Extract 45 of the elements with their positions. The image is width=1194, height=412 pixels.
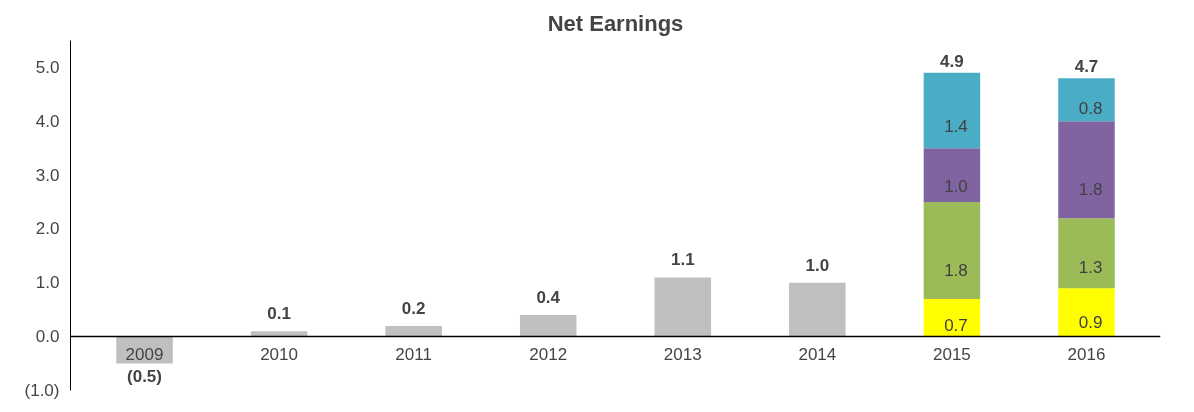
x-tick-label: 2012: [529, 344, 568, 364]
data-label: 0.4: [536, 288, 561, 308]
bar: [654, 277, 712, 337]
x-tick-label: 2015: [933, 344, 971, 364]
data-label: 1.3: [1078, 258, 1103, 278]
x-tick-label: 2016: [1067, 344, 1106, 364]
bar: [923, 72, 981, 149]
x-tick-label: 2010: [260, 344, 298, 364]
bar: [1058, 78, 1115, 122]
bar: [250, 331, 308, 337]
bar: [923, 298, 981, 337]
y-tick-label: 4.0: [35, 111, 60, 131]
y-tick-label: 0.0: [35, 327, 60, 347]
data-label: 0.1: [267, 304, 291, 324]
data-label: 1.8: [944, 260, 968, 280]
bar: [923, 202, 981, 299]
data-label: (0.5): [127, 366, 162, 386]
data-label: 0.9: [1078, 313, 1103, 333]
bar: [385, 325, 442, 337]
y-tick-label: 5.0: [35, 57, 60, 77]
data-label: 1.0: [944, 176, 968, 196]
y-tick-label: 3.0: [35, 165, 60, 185]
bar: [1058, 218, 1115, 289]
data-label: 0.8: [1078, 99, 1103, 119]
bar: [519, 315, 577, 337]
bar: [1058, 121, 1115, 219]
bar: [923, 148, 981, 203]
x-tick-label: 2014: [798, 344, 837, 364]
data-label: 1.1: [670, 250, 695, 270]
total-label: 4.9: [940, 51, 964, 71]
y-tick-label: (1.0): [24, 381, 60, 400]
x-tick-label: 2013: [663, 344, 702, 364]
total-label: 4.7: [1074, 57, 1099, 77]
x-tick-label: 2011: [395, 344, 432, 364]
data-label: 1.0: [805, 255, 830, 275]
y-tick-label: 1.0: [35, 273, 60, 293]
y-tick-label: 2.0: [35, 219, 60, 239]
data-label: 0.2: [401, 298, 426, 318]
bar: [1058, 288, 1115, 337]
bar: [789, 282, 846, 337]
data-label: 1.8: [1078, 180, 1103, 200]
data-label: 1.4: [944, 116, 968, 136]
x-tick-label: 2009: [125, 344, 164, 364]
data-label: 0.7: [944, 316, 968, 336]
chart-title: Net Earnings: [547, 10, 684, 36]
